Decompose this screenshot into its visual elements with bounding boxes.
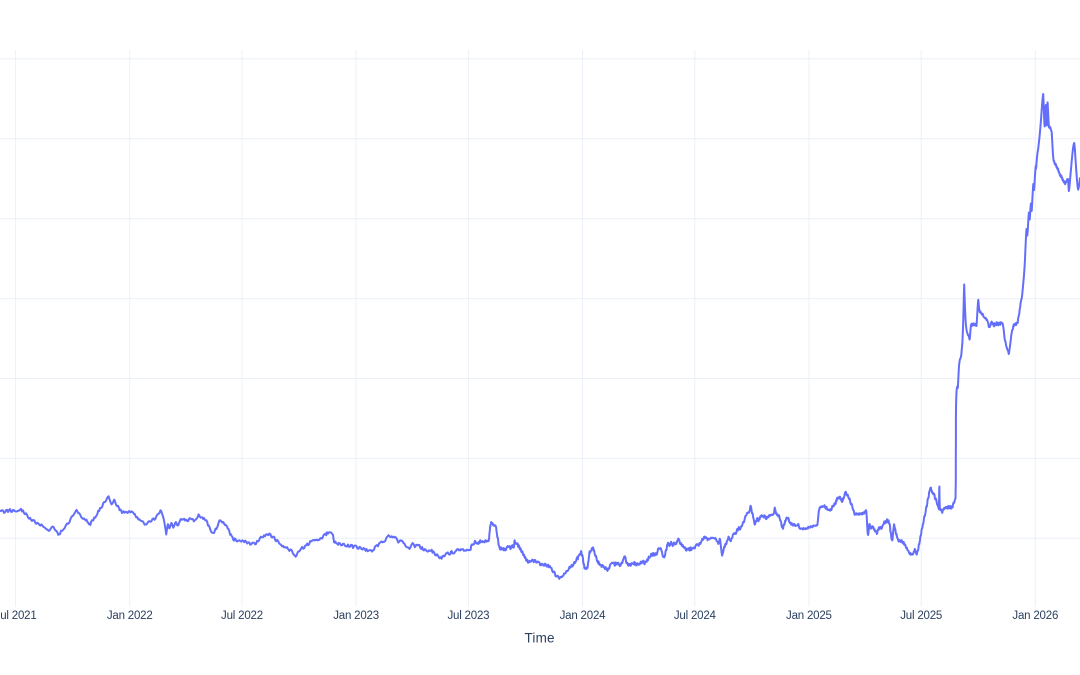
svg-text:Time: Time — [524, 630, 554, 645]
svg-text:Jul 2024: Jul 2024 — [674, 610, 717, 622]
svg-text:Jan 2023: Jan 2023 — [333, 610, 379, 622]
svg-text:Jul 2025: Jul 2025 — [900, 610, 942, 622]
svg-text:Jan 2025: Jan 2025 — [786, 610, 832, 622]
svg-text:Jul 2022: Jul 2022 — [221, 610, 263, 622]
svg-text:Jul 2023: Jul 2023 — [447, 610, 489, 622]
svg-text:Jul 2021: Jul 2021 — [0, 610, 37, 622]
svg-text:Jan 2026: Jan 2026 — [1012, 610, 1058, 622]
svg-text:Jan 2024: Jan 2024 — [560, 610, 607, 622]
svg-text:Jan 2022: Jan 2022 — [107, 610, 153, 622]
